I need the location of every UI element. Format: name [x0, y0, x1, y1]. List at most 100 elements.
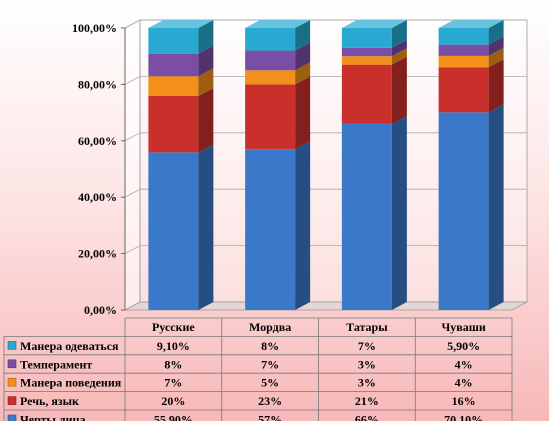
legend-label: Манера поведения: [20, 376, 122, 390]
bar-side: [488, 104, 504, 311]
bar-segment: [245, 42, 311, 71]
bar-segment: [341, 20, 407, 48]
bar-segment: [438, 59, 504, 113]
bar-face: [245, 70, 296, 85]
legend-swatch: [7, 414, 17, 421]
data-label: 8%: [164, 357, 182, 371]
bar-segment: [438, 47, 504, 68]
bar-segment: [148, 87, 214, 153]
bar-face: [438, 112, 489, 311]
bar-side: [198, 144, 214, 310]
bar-segment: [341, 48, 407, 65]
y-tick-label: 80,00%: [78, 77, 117, 91]
bar-segment: [245, 62, 311, 85]
bar-face: [438, 28, 489, 45]
legend-swatch: [7, 396, 17, 405]
side-wall: [124, 19, 141, 311]
bar-side: [295, 62, 311, 85]
bar-face: [148, 76, 199, 96]
category-label: Русские: [152, 320, 195, 334]
bar-side: [488, 20, 504, 45]
bar-segment: [245, 76, 311, 150]
bar-side: [198, 20, 214, 54]
data-label: 4%: [455, 357, 473, 371]
gridline-side: [124, 132, 141, 142]
data-label: 16%: [452, 394, 476, 408]
data-label: 70,10%: [444, 413, 483, 421]
bar-segment: [245, 20, 311, 51]
bar-side: [295, 141, 311, 310]
data-label: 66%: [355, 413, 379, 421]
data-label: 57%: [258, 413, 282, 421]
y-tick-label: 0,00%: [84, 303, 117, 317]
bar-face: [148, 152, 199, 310]
bar-side: [391, 56, 407, 124]
bar-face: [438, 67, 489, 113]
data-label: 8%: [261, 339, 279, 353]
data-label: 9,10%: [157, 339, 190, 353]
data-label: 55,90%: [154, 413, 193, 421]
bar-face: [245, 50, 296, 71]
bar-face: [148, 53, 199, 77]
data-label: 21%: [355, 394, 379, 408]
data-label: 3%: [358, 376, 376, 390]
data-label: 23%: [258, 394, 282, 408]
bar-face: [341, 64, 392, 124]
legend-swatch: [7, 359, 17, 369]
bar-face: [148, 28, 199, 54]
bar-side: [391, 20, 407, 48]
bar-segment: [148, 45, 214, 77]
bar-segment: [438, 104, 504, 311]
y-tick-label: 60,00%: [78, 134, 117, 148]
bar-side: [198, 45, 214, 77]
legend-label: Манера одеваться: [20, 339, 119, 353]
category-label: Чуваши: [441, 320, 485, 334]
legend-label: Речь, язык: [20, 394, 79, 408]
bar-segment: [438, 20, 504, 45]
bar-face: [341, 47, 392, 57]
bar-segment: [245, 141, 311, 310]
bar-side: [488, 47, 504, 68]
bar-face: [341, 123, 392, 310]
y-tick-label: 20,00%: [78, 247, 117, 261]
bar-face: [438, 44, 489, 56]
bar-side: [488, 36, 504, 56]
bar-side: [198, 68, 214, 96]
bar-side: [198, 87, 214, 153]
data-label: 7%: [164, 376, 182, 390]
bar-side: [295, 42, 311, 71]
gridline-side: [124, 76, 141, 85]
gridline-side: [124, 188, 141, 198]
legend-swatch: [7, 377, 17, 387]
category-label: Татары: [346, 320, 388, 334]
bar-segment: [148, 68, 214, 96]
y-tick-label: 100,00%: [72, 21, 117, 35]
bar-segment: [438, 36, 504, 56]
bar-face: [245, 84, 296, 150]
bars: [148, 20, 504, 311]
data-label: 7%: [261, 357, 279, 371]
gridline-side: [124, 245, 141, 254]
bar-side: [295, 76, 311, 150]
bar-segment: [341, 115, 407, 310]
bar-segment: [148, 20, 214, 54]
bar-side: [295, 20, 311, 51]
bar-face: [245, 28, 296, 51]
data-label: 3%: [358, 357, 376, 371]
data-label: 5,90%: [447, 339, 480, 353]
data-label: 7%: [358, 339, 376, 353]
legend-label: Черты лица: [20, 413, 85, 421]
legend-swatch: [7, 341, 17, 350]
bar-face: [245, 149, 296, 310]
bar-side: [391, 115, 407, 310]
bar-side: [391, 39, 407, 57]
data-label: 4%: [455, 376, 473, 390]
data-label: 20%: [161, 394, 185, 408]
bar-top: [438, 20, 504, 28]
bar-segment: [341, 56, 407, 124]
bar-side: [488, 59, 504, 113]
bar-top: [245, 20, 311, 28]
data-label: 5%: [261, 376, 279, 390]
